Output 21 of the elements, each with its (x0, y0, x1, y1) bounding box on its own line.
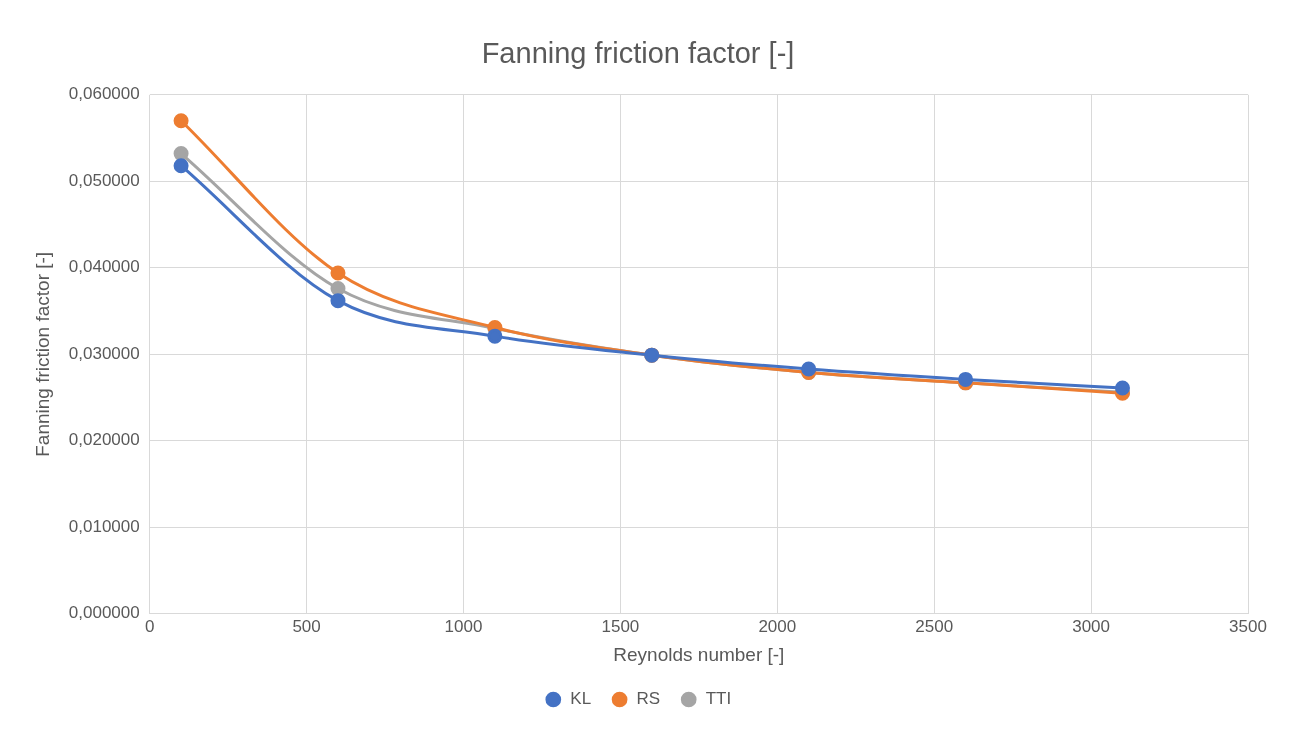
x-tick-label: 3000 (1072, 616, 1111, 636)
x-tick-label: 1000 (444, 616, 483, 636)
x-tick-label: 3500 (1229, 616, 1267, 636)
y-tick-label: 0,020000 (68, 430, 140, 450)
y-tick-label: 0,000000 (68, 603, 140, 623)
x-tick-label: 500 (292, 616, 321, 636)
chart-title: Fanning friction factor [-] (481, 37, 795, 70)
y-axis-title: Fanning friction factor [-] (31, 251, 53, 457)
x-tick-label: 1500 (601, 616, 640, 636)
legend-label: RS (636, 689, 661, 709)
x-tick-label: 2000 (758, 616, 797, 636)
y-tick-label: 0,010000 (68, 516, 140, 536)
y-tick-label: 0,060000 (68, 84, 140, 104)
legend-label: TTI (705, 689, 732, 709)
legend-label: KL (570, 689, 592, 709)
x-tick-label: 0 (144, 616, 155, 636)
x-tick-label: 2500 (915, 616, 954, 636)
y-tick-label: 0,040000 (68, 257, 140, 277)
y-tick-label: 0,050000 (68, 170, 140, 190)
y-tick-label: 0,030000 (68, 343, 140, 363)
x-axis-title: Reynolds number [-] (613, 643, 785, 665)
